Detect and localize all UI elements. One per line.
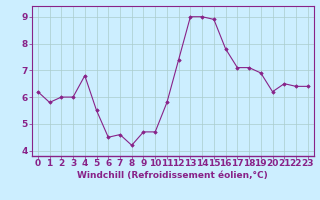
X-axis label: Windchill (Refroidissement éolien,°C): Windchill (Refroidissement éolien,°C)	[77, 171, 268, 180]
